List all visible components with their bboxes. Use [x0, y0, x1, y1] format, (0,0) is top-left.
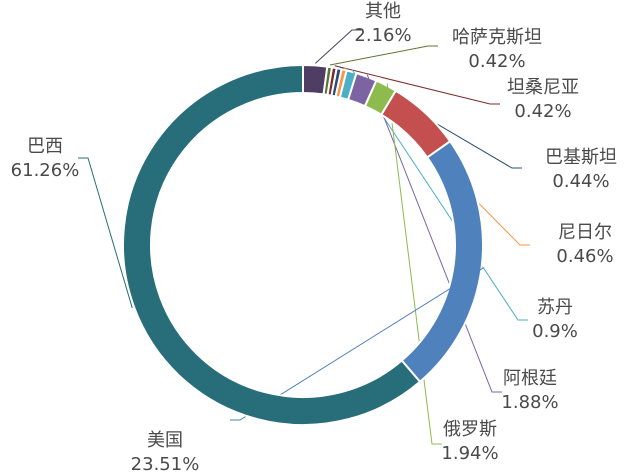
leader-line — [329, 45, 438, 66]
slice-label: 坦桑尼亚 — [507, 77, 579, 98]
slice-label: 巴基斯坦 — [545, 147, 617, 168]
slice-label: 俄罗斯 — [443, 419, 497, 440]
slice-label: 哈萨克斯坦 — [452, 27, 542, 48]
leader-line — [366, 74, 502, 393]
slice-label: 苏丹 — [537, 297, 573, 318]
leader-line — [386, 83, 442, 445]
leader-line — [334, 65, 500, 105]
slice-value-label: 0.9% — [532, 321, 578, 342]
slice-value-label: 2.16% — [354, 25, 411, 46]
slice-label: 阿根廷 — [503, 368, 557, 389]
slice-value-label: 0.42% — [468, 51, 525, 72]
slice-label: 美国 — [147, 430, 183, 451]
slice-label: 巴西 — [27, 136, 63, 157]
slice-value-label: 1.94% — [441, 443, 498, 464]
slice-label: 其他 — [365, 1, 401, 22]
leader-line — [78, 157, 133, 309]
slice-value-label: 61.26% — [11, 160, 80, 181]
leader-line — [351, 69, 528, 321]
slice-value-label: 0.42% — [514, 101, 571, 122]
slice-value-label: 0.44% — [552, 171, 609, 192]
slice-value-label: 23.51% — [131, 454, 200, 475]
donut-slice — [122, 63, 422, 426]
slice-label: 尼日尔 — [558, 222, 612, 243]
donut-slice — [400, 139, 484, 384]
slice-value-label: 1.88% — [501, 392, 558, 413]
leader-line — [230, 267, 484, 421]
leader-line — [315, 29, 362, 64]
slice-value-label: 0.46% — [556, 246, 613, 267]
